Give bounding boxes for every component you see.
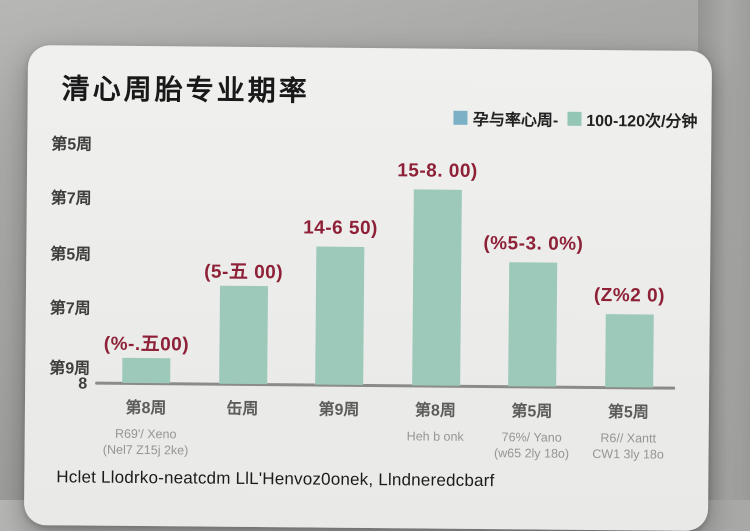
legend-item-2: 100-120次/分钟 bbox=[567, 107, 698, 132]
chart-caption: Hclet Llodrko-neatcdm LlL'Henvoz0onek, L… bbox=[56, 467, 495, 491]
bar-value-label: 15-8. 00) bbox=[397, 160, 478, 182]
x-axis-sub-label: R6// Xantt CW1 3ly 18o bbox=[592, 431, 664, 462]
bar-value-label: (%-.五00) bbox=[103, 333, 190, 356]
legend-label-1: 孕与率心周- bbox=[472, 111, 559, 130]
bar-value-label: (5-五 00) bbox=[204, 261, 284, 284]
chart-legend: 孕与率心周- 100-120次/分钟 bbox=[453, 106, 698, 132]
chart-card: 清心周胎专业期率 孕与率心周- 100-120次/分钟 第5周 第7周 第5周 … bbox=[23, 45, 713, 531]
bar bbox=[218, 285, 268, 385]
bar bbox=[411, 189, 462, 386]
blue-square-icon bbox=[453, 110, 469, 125]
bar bbox=[315, 246, 365, 385]
bars-area: (%-.五00) 第8周 R69'/ Xeno (Nel7 Z15j 2ke) (5-五… bbox=[28, 45, 712, 461]
y-axis-label-3: 第5周 bbox=[50, 246, 92, 264]
y-axis-label-1: 第5周 bbox=[51, 136, 93, 154]
bar-value-label: 14-6 50) bbox=[303, 217, 379, 240]
legend-label-2: 100-120次/分钟 bbox=[586, 112, 698, 131]
x-axis-label: 第5周 bbox=[607, 404, 649, 422]
teal-square-icon bbox=[567, 111, 582, 126]
chart-title: 清心周胎专业期率 bbox=[61, 73, 310, 107]
y-axis-label-4: 第7周 bbox=[49, 300, 91, 318]
bar bbox=[508, 262, 558, 387]
bar bbox=[122, 357, 171, 384]
y-axis-label-2: 第7周 bbox=[50, 190, 92, 208]
y-axis-origin-label: 8 bbox=[78, 375, 88, 393]
x-axis-sub-label: R69'/ Xeno (Nel7 Z15j 2ke) bbox=[102, 426, 189, 458]
x-axis-line bbox=[95, 381, 676, 390]
bar bbox=[604, 314, 654, 388]
legend-item-1: 孕与率心周- bbox=[453, 106, 559, 131]
bar-value-label: (Z%2 0) bbox=[593, 284, 666, 307]
bar-value-label: (%5-3. 0%) bbox=[483, 233, 584, 255]
